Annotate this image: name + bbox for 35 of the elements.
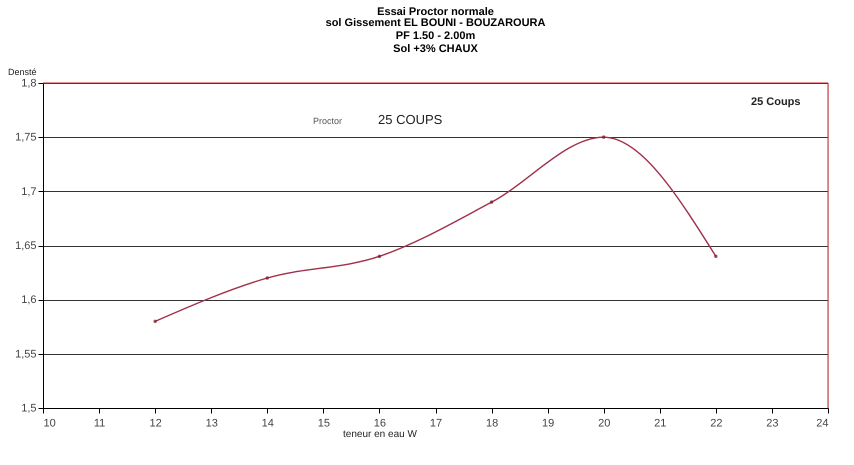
x-tick-label: 23	[766, 418, 779, 430]
chart-subtitle: sol Gissement EL BOUNI - BOUZAROURA PF 1.50 - 2.00m Sol +3% CHAUX	[326, 17, 546, 55]
y-tick-label: 1,6	[21, 294, 36, 306]
y-tick-label: 1,5	[21, 402, 36, 414]
y-axis-title: Densté	[8, 67, 37, 77]
x-tick-label: 20	[598, 418, 610, 430]
annotation: 25 COUPS	[378, 112, 443, 127]
x-tick-label: 24	[816, 418, 828, 430]
point	[378, 254, 382, 258]
x-tick-label: 10	[44, 418, 56, 430]
y-tick-label: 1,7	[21, 186, 36, 198]
y-tick-label: 1,65	[15, 240, 36, 252]
x-tick-label: 13	[206, 418, 218, 430]
annotation: Proctor	[313, 116, 342, 126]
point	[266, 276, 270, 280]
y-tick-label: 1,8	[21, 78, 36, 90]
x-tick-label: 22	[710, 418, 722, 430]
point	[714, 254, 718, 258]
x-tick-label: 15	[318, 418, 330, 430]
point	[602, 135, 606, 139]
y-tick-label: 1,55	[15, 348, 36, 360]
x-tick-label: 16	[374, 418, 386, 430]
annotation: 25 Coups	[751, 96, 801, 108]
x-axis-title: teneur en eau W	[342, 429, 418, 440]
point	[153, 320, 157, 324]
chart-title: Essai Proctor normale	[377, 6, 494, 18]
x-tick-label: 17	[430, 418, 442, 430]
x-tick-label: 14	[262, 418, 274, 430]
x-tick-label: 19	[542, 418, 554, 430]
y-tick-label: 1,75	[15, 132, 36, 144]
x-tick-label: 11	[94, 418, 106, 430]
point	[490, 200, 494, 204]
x-tick-label: 12	[150, 418, 162, 430]
x-tick-label: 18	[486, 418, 498, 430]
x-tick-label: 21	[654, 418, 666, 430]
